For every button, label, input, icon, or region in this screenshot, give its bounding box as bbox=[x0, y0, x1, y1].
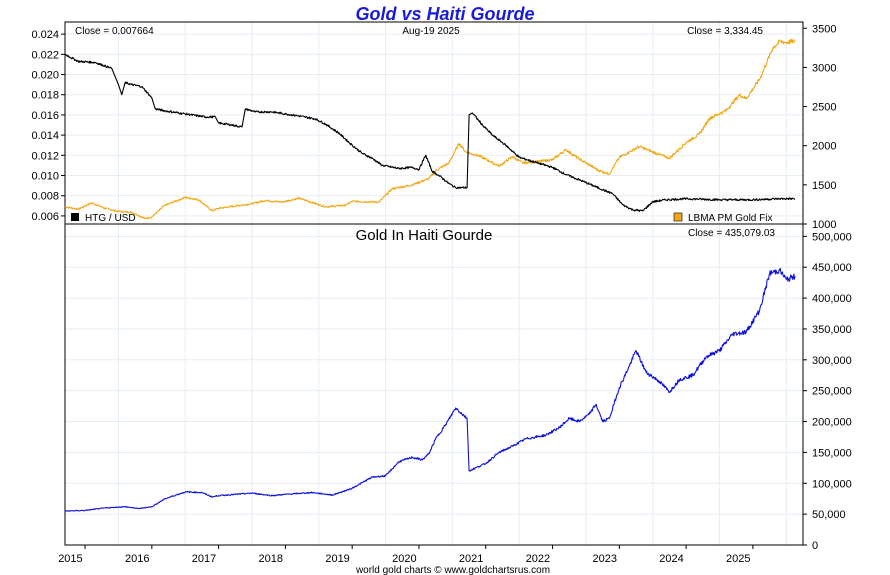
left-y-tick-label: 0.022 bbox=[31, 49, 59, 61]
left-y-tick-label: 0.006 bbox=[31, 211, 59, 223]
right-y-tick-label: 250,000 bbox=[812, 386, 852, 398]
x-tick-label: 2015 bbox=[58, 553, 82, 565]
top-panel-frame bbox=[64, 21, 804, 225]
gold-close-label: Close = 3,334.45 bbox=[687, 26, 763, 37]
right-y-tick-label: 450,000 bbox=[812, 262, 852, 274]
top-panel-grid bbox=[65, 22, 803, 224]
x-tick-label: 2020 bbox=[392, 553, 416, 565]
bottom-panel-frame bbox=[64, 223, 804, 546]
top-panel-axes: 0.006 0.008 0.010 0.012 0.014 0.016 0.018 0.020… bbox=[31, 23, 836, 231]
gourde-close-label: Close = 435,079.03 bbox=[688, 228, 775, 239]
x-tick-label: 2019 bbox=[325, 553, 349, 565]
left-y-tick-label: 0.024 bbox=[31, 29, 59, 41]
gold-in-gourde-line bbox=[64, 267, 796, 512]
right-y-tick-label: 2000 bbox=[812, 141, 836, 153]
bottom-panel-axes: 0 50,000 100,000 150,000 200,000 250,000 300,0… bbox=[803, 231, 852, 552]
top-panel-series bbox=[64, 38, 796, 220]
gold-price-line bbox=[64, 38, 796, 220]
right-y-tick-label: 50,000 bbox=[812, 509, 846, 521]
left-y-tick-label: 0.008 bbox=[31, 191, 59, 203]
x-tick-label: 2018 bbox=[259, 553, 283, 565]
bottom-panel-title: Gold In Haiti Gourde bbox=[356, 227, 493, 244]
left-y-tick-label: 0.020 bbox=[31, 70, 59, 82]
right-y-tick-label: 150,000 bbox=[812, 447, 852, 459]
htg-close-label: Close = 0.007664 bbox=[75, 26, 154, 37]
right-y-tick-label: 2500 bbox=[812, 102, 836, 114]
x-tick-label: 2025 bbox=[726, 553, 750, 565]
left-y-tick-label: 0.018 bbox=[31, 90, 59, 102]
x-tick-label: 2021 bbox=[459, 553, 483, 565]
x-tick-label: 2024 bbox=[659, 553, 683, 565]
right-y-tick-label: 3500 bbox=[812, 23, 836, 35]
x-tick-label: 2017 bbox=[192, 553, 216, 565]
footer-credit: world gold charts © www.goldchartsrus.co… bbox=[355, 565, 550, 575]
chart-title: Gold vs Haiti Gourde bbox=[355, 4, 534, 24]
right-y-tick-label: 3000 bbox=[812, 62, 836, 74]
right-y-tick-label: 350,000 bbox=[812, 324, 852, 336]
legend-htg-swatch bbox=[71, 213, 79, 221]
right-y-tick-label: 500,000 bbox=[812, 231, 852, 243]
right-y-tick-label: 1500 bbox=[812, 180, 836, 192]
bottom-panel-grid bbox=[65, 224, 803, 546]
x-tick-label: 2022 bbox=[526, 553, 550, 565]
left-y-tick-label: 0.012 bbox=[31, 150, 59, 162]
x-tick-label: 2016 bbox=[125, 553, 149, 565]
legend-htg-label: HTG / USD bbox=[85, 213, 136, 224]
left-y-tick-label: 0.014 bbox=[31, 130, 59, 142]
right-y-tick-label: 300,000 bbox=[812, 355, 852, 367]
right-y-tick-label: 400,000 bbox=[812, 293, 852, 305]
x-axis: 2015 2016 2017 2018 2019 2020 2021 2022 2023 2024… bbox=[58, 545, 754, 565]
right-y-tick-label: 1000 bbox=[812, 219, 836, 231]
legend-gold-label: LBMA PM Gold Fix bbox=[688, 213, 772, 224]
legend-gold-swatch bbox=[673, 212, 683, 222]
date-label: Aug-19 2025 bbox=[402, 26, 460, 37]
x-tick-label: 2023 bbox=[592, 553, 616, 565]
right-y-tick-label: 100,000 bbox=[812, 478, 852, 490]
bottom-panel-series bbox=[64, 267, 796, 512]
left-y-tick-label: 0.010 bbox=[31, 171, 59, 183]
left-y-tick-label: 0.016 bbox=[31, 110, 59, 122]
right-y-tick-label: 200,000 bbox=[812, 417, 852, 429]
right-y-tick-label: 0 bbox=[812, 540, 818, 552]
htg-usd-line bbox=[64, 53, 796, 212]
